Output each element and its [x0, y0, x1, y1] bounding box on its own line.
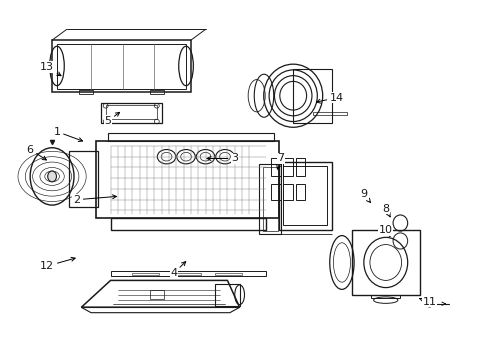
Text: 3: 3	[206, 153, 238, 163]
Bar	[149, 291, 164, 300]
Text: 9: 9	[360, 189, 370, 202]
Text: 14: 14	[316, 93, 344, 103]
Text: 7: 7	[276, 153, 284, 169]
Text: 1: 1	[53, 127, 82, 141]
Text: 10: 10	[378, 225, 392, 237]
Text: 6: 6	[27, 144, 46, 160]
Text: 5: 5	[104, 112, 120, 126]
Ellipse shape	[48, 171, 56, 182]
Text: 8: 8	[382, 204, 389, 217]
Text: 11: 11	[419, 297, 436, 307]
Text: 13: 13	[40, 62, 61, 76]
Text: 4: 4	[170, 262, 185, 278]
Text: 2: 2	[73, 195, 116, 205]
Text: 12: 12	[40, 257, 75, 271]
